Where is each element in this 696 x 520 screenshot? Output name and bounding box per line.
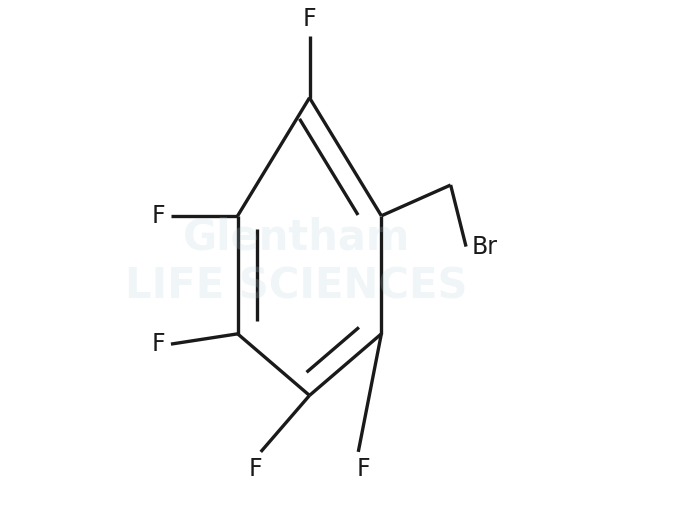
Text: F: F — [303, 7, 316, 31]
Text: F: F — [248, 457, 262, 481]
Text: F: F — [151, 332, 165, 356]
Text: F: F — [151, 204, 165, 228]
Text: Br: Br — [471, 235, 497, 258]
Text: F: F — [356, 457, 370, 481]
Text: Glentham
LIFE SCIENCES: Glentham LIFE SCIENCES — [125, 217, 468, 307]
